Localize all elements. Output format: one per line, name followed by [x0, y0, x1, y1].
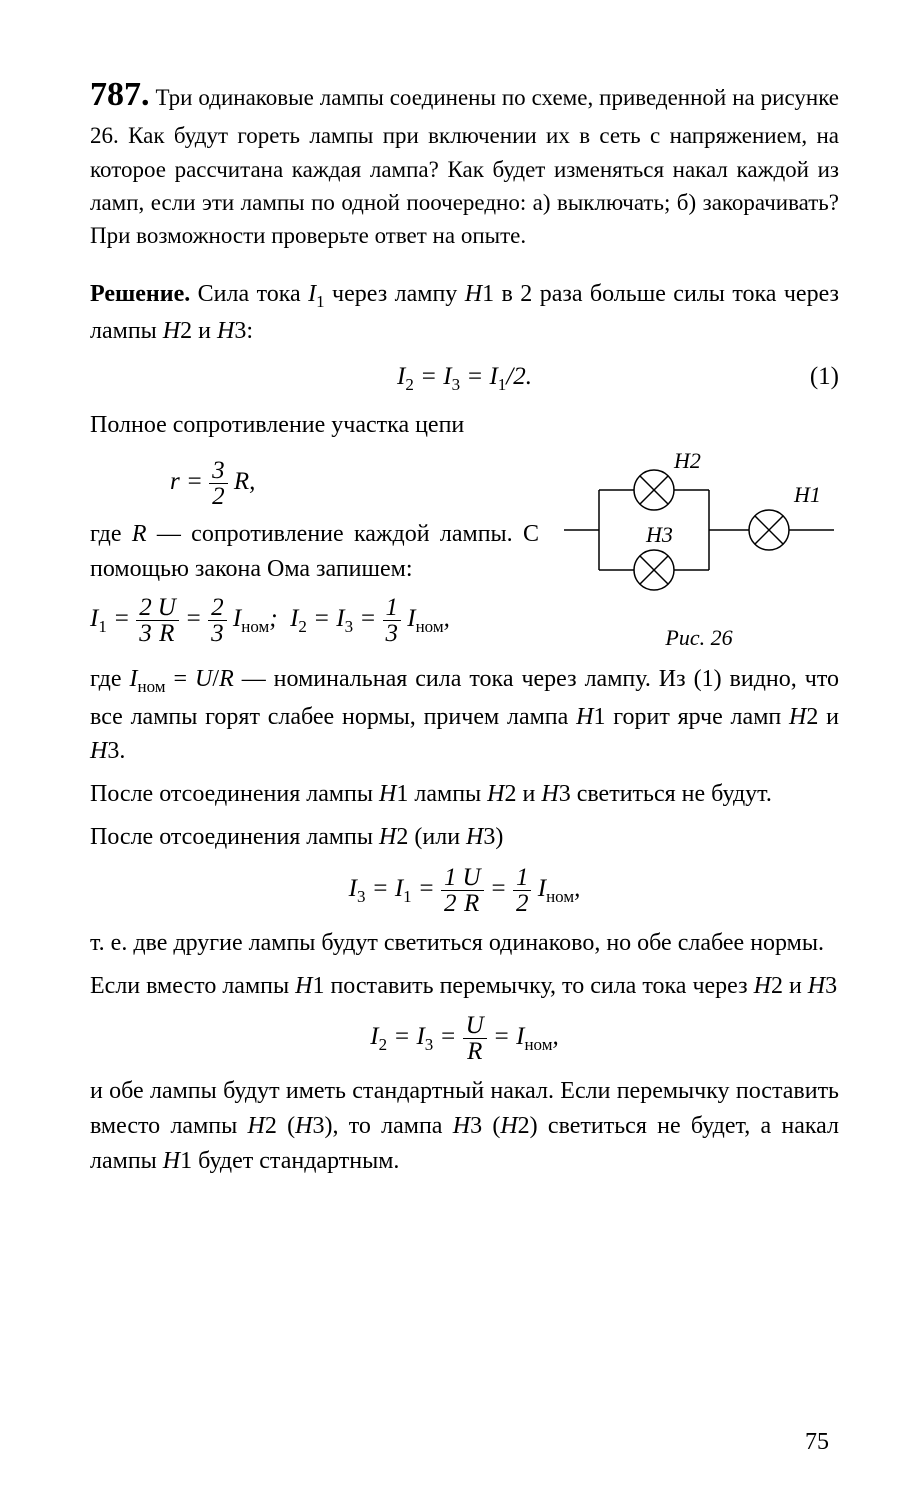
symbol-H3: H: [217, 318, 234, 344]
solution-label: Решение.: [90, 281, 190, 307]
solution-paragraph-5: После отсоединения лампы H1 лампы H2 и H…: [90, 777, 839, 812]
solution-paragraph-7: т. е. две другие лампы будут светиться о…: [90, 926, 839, 961]
solution-paragraph-3: где R — сопротивление каждой лампы. С по…: [90, 517, 539, 587]
figure-layout: r = 32 R, где R — сопротивление каждой л…: [90, 450, 839, 654]
text: (: [277, 1113, 295, 1139]
text: После отсоединения лампы: [90, 824, 379, 850]
text: После отсоединения лампы: [90, 781, 379, 807]
equation-I-chain: I1 = 23UR = 23 Iном; I2 = I3 = 13 Iном,: [90, 595, 539, 646]
text: ): [495, 824, 503, 850]
text: 2: [180, 318, 192, 344]
solution-paragraph-8: Если вместо лампы H1 поставить перемычку…: [90, 969, 839, 1004]
text: (или: [408, 824, 466, 850]
solution-paragraph-2: Полное сопротивление участка цепи: [90, 408, 839, 443]
solution-paragraph-4: где Iном = U/R — номинальная сила тока ч…: [90, 662, 839, 769]
text: Если вместо лампы: [90, 973, 295, 999]
text: 3: [234, 318, 246, 344]
text: и: [192, 318, 217, 344]
text: где: [90, 666, 130, 692]
symbol-H1: H: [465, 281, 482, 307]
symbol-R: R: [132, 521, 147, 547]
text: .: [119, 738, 125, 764]
symbol-I1: I1: [308, 281, 325, 307]
equation-I2-I3-Inom: I2 = I3 = UR = Iном,: [90, 1013, 839, 1064]
solution-paragraph-6: После отсоединения лампы H2 (или H3): [90, 820, 839, 855]
page-number: 75: [805, 1425, 829, 1460]
circuit-diagram: H2 H3 H1: [564, 450, 834, 610]
solution-paragraph-9: и обе лампы будут иметь стандартный нака…: [90, 1074, 839, 1178]
figure-caption: Рис. 26: [665, 622, 732, 654]
text: и: [818, 704, 839, 730]
symbol-Inom: Iном: [130, 666, 166, 692]
problem-text: Три одинаковые лампы соединены по схеме,…: [90, 85, 839, 248]
equation-r: r = 32 R,: [90, 458, 539, 509]
text: Сила тока: [198, 281, 308, 307]
text: через лампу: [325, 281, 465, 307]
text: будет стандартным.: [192, 1148, 399, 1174]
text: светиться не будут.: [571, 781, 772, 807]
text: где: [90, 521, 132, 547]
text: и: [517, 781, 542, 807]
text: 1: [482, 281, 494, 307]
equation-number: (1): [810, 359, 839, 395]
text: — сопротивление каждой лампы. С помощью …: [90, 521, 539, 582]
figure-label-h2: H2: [673, 450, 701, 473]
text: горит ярче ламп: [605, 704, 789, 730]
figure-label-h3: H3: [645, 522, 673, 547]
equation-1: I2 = I3 = I1/2. (1): [90, 359, 839, 398]
text: поставить перемычку, то сила тока через: [324, 973, 753, 999]
text: и: [783, 973, 808, 999]
problem-paragraph: 787. Три одинаковые лампы соединены по с…: [90, 70, 839, 253]
text: (: [482, 1113, 500, 1139]
text: ), то лампа: [324, 1113, 452, 1139]
text: лампы: [408, 781, 487, 807]
figure-label-h1: H1: [793, 482, 821, 507]
problem-number: 787.: [90, 76, 150, 113]
symbol-H2: H: [163, 318, 180, 344]
solution-paragraph-1: Решение. Сила тока I1 через лампу H1 в 2…: [90, 277, 839, 349]
equation-I3-I1: I3 = I1 = 12UR = 12 Iном,: [90, 865, 839, 916]
text: :: [246, 318, 253, 344]
